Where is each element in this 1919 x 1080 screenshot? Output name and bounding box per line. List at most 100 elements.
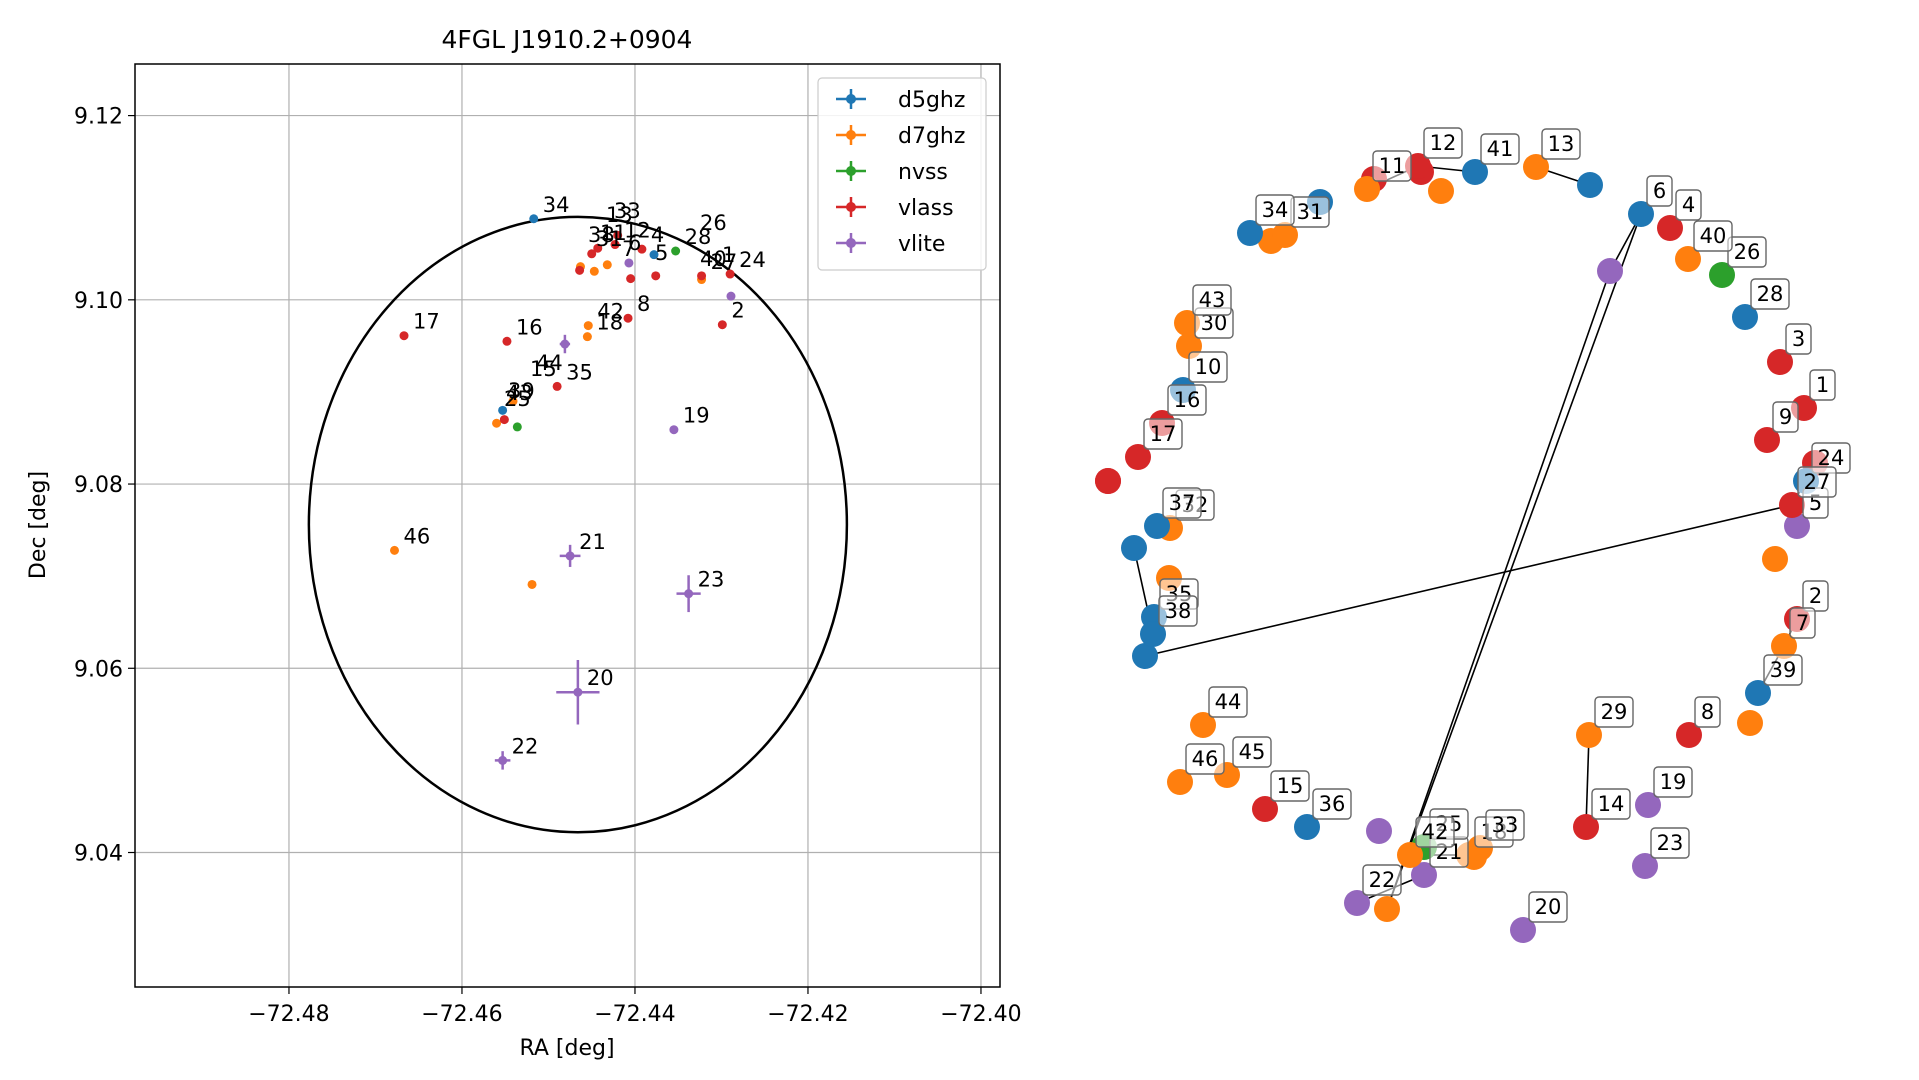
network-node	[1767, 349, 1793, 375]
scatter-point-vlass	[575, 265, 585, 275]
network-label-box	[1693, 220, 1733, 252]
cluster-label: 6	[628, 231, 641, 255]
network-node-label: 29	[1601, 700, 1628, 724]
network-node	[1144, 513, 1170, 539]
cluster-label: 15	[530, 357, 557, 381]
legend-marker-dot	[846, 94, 856, 104]
scatter-points	[390, 214, 736, 770]
point-label: 18	[596, 311, 623, 335]
cluster-label: 25	[504, 387, 531, 411]
network-node	[1174, 310, 1200, 336]
scatter-point-d7ghz	[390, 545, 399, 555]
network-node	[1577, 172, 1603, 198]
network-label-box	[1423, 127, 1463, 159]
network-node	[1635, 792, 1661, 818]
network-label-box	[1809, 369, 1836, 401]
legend: d5ghz d7ghz nvss vlass vlite	[817, 77, 987, 271]
network-label-box	[1772, 401, 1799, 433]
network-node-label: 22	[1369, 868, 1396, 892]
network-label-box	[1480, 133, 1520, 165]
network-node-label: 13	[1548, 132, 1575, 156]
network-label-box	[1255, 194, 1295, 226]
network-node-label: 27	[1804, 470, 1831, 494]
cluster-label: 11	[600, 221, 627, 245]
scatter-point-d7ghz	[583, 321, 593, 331]
network-label-box	[1485, 809, 1525, 841]
scatter-point-vlass	[637, 244, 647, 254]
network-node-label: 42	[1422, 820, 1449, 844]
network-node	[1374, 896, 1400, 922]
cluster-label: 44	[536, 351, 563, 375]
x-tick-label: −72.42	[767, 1002, 848, 1027]
network-node-label: 40	[1700, 224, 1727, 248]
cluster-label: 40	[700, 247, 727, 271]
network-node-label: 43	[1199, 288, 1226, 312]
scatter-point-d7ghz	[602, 260, 612, 270]
network-node	[1573, 814, 1599, 840]
scatter-point-vlite	[498, 755, 508, 765]
scatter-point-vlite	[669, 425, 679, 435]
x-tick-label: −72.44	[594, 1002, 675, 1027]
network-node-label: 44	[1215, 690, 1242, 714]
network-node	[1095, 468, 1121, 494]
point-label: 12	[624, 219, 651, 243]
plot-frame	[134, 63, 1001, 988]
network-node-label: 11	[1379, 154, 1406, 178]
network-panel: 1234567891011121314151617181920212223242…	[1095, 127, 1851, 943]
network-label-box	[1192, 284, 1232, 316]
network-node	[1676, 722, 1702, 748]
network-label-box	[1158, 595, 1198, 627]
point-label: 24	[739, 248, 766, 272]
legend-marker-dot	[846, 202, 856, 212]
network-label-box	[1372, 150, 1412, 182]
network-label-box	[1797, 466, 1837, 498]
scatter-point-vlass	[587, 249, 597, 259]
network-label-box	[1646, 175, 1673, 207]
network-labels: 1234567891011121314151617181920212223242…	[1143, 127, 1851, 923]
legend-label-d7ghz: d7ghz	[898, 124, 965, 149]
scatter-point-vlass	[697, 271, 707, 281]
network-label-box	[1167, 384, 1207, 416]
cluster-label: 13	[606, 203, 633, 227]
network-node-label: 9	[1779, 405, 1792, 429]
network-node	[1354, 176, 1380, 202]
network-label-box	[1208, 686, 1248, 718]
network-node-label: 4	[1682, 193, 1695, 217]
network-node-label: 33	[1492, 813, 1519, 837]
cluster-label: 39	[508, 379, 535, 403]
x-tick-label: −72.40	[940, 1002, 1021, 1027]
network-node-label: 24	[1818, 446, 1845, 470]
network-node	[1397, 842, 1423, 868]
scatter-point-vlass	[399, 331, 409, 341]
network-label-box	[1675, 189, 1702, 221]
network-node	[1272, 222, 1298, 248]
scatter-point-vlass	[610, 240, 620, 250]
point-label: 8	[637, 292, 650, 316]
legend-marker-dot	[846, 130, 856, 140]
network-node-label: 3	[1792, 327, 1805, 351]
network-node	[1657, 215, 1683, 241]
network-edge	[1386, 213, 1642, 910]
axis-ticks: −72.48 −72.46 −72.44 −72.42 −72.40 9.04 9.06 9.…	[74, 105, 1022, 1027]
network-node	[1628, 201, 1654, 227]
chart-title: 4FGL J1910.2+0904	[442, 25, 693, 54]
network-node-label: 31	[1297, 200, 1324, 224]
localization-ellipse	[307, 215, 849, 834]
network-node	[1237, 220, 1263, 246]
network-node-label: 19	[1660, 770, 1687, 794]
scatter-point-vlass	[552, 381, 562, 391]
scatter-point-nvss	[671, 246, 681, 256]
scatter-point-vlass	[499, 415, 509, 425]
cluster-label: 38	[588, 223, 615, 247]
point-label: 42	[597, 300, 624, 324]
network-node	[1779, 492, 1805, 518]
network-label-box	[1232, 736, 1272, 768]
network-label-box	[1750, 278, 1790, 310]
network-label-box	[1594, 696, 1634, 728]
point-label: 28	[685, 225, 712, 249]
network-node	[1132, 643, 1158, 669]
x-tick-label: −72.48	[248, 1002, 329, 1027]
point-label: 27	[711, 250, 738, 274]
